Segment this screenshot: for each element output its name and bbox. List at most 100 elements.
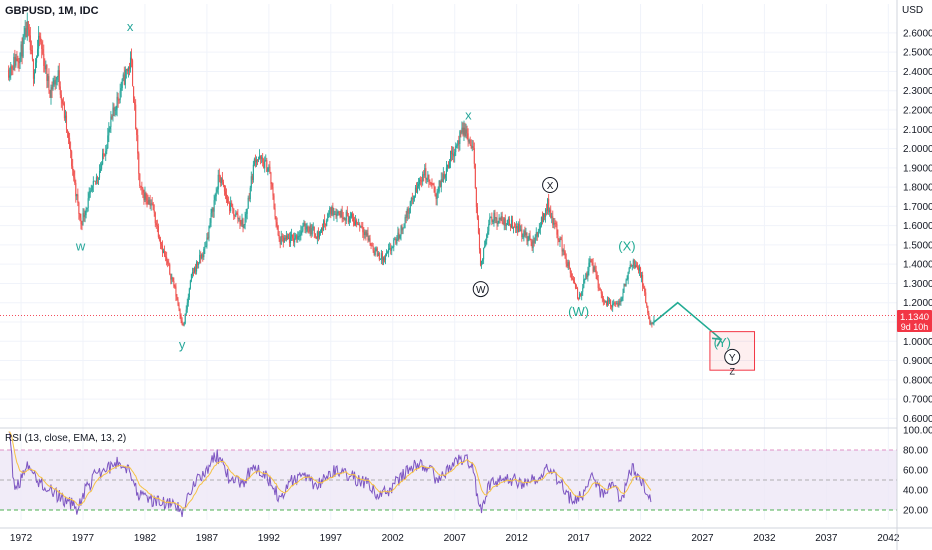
candle-body bbox=[32, 59, 35, 79]
candle-body bbox=[566, 263, 568, 267]
candle-body bbox=[56, 76, 58, 80]
candle-body bbox=[83, 213, 85, 217]
candle-body bbox=[551, 216, 553, 218]
candle-body bbox=[331, 207, 333, 215]
candle-body bbox=[78, 202, 80, 214]
candle-body bbox=[238, 218, 240, 220]
candle-body bbox=[475, 188, 477, 207]
candle-body bbox=[27, 21, 29, 30]
candle-body bbox=[541, 217, 544, 222]
candle-body bbox=[280, 236, 282, 245]
candle-body bbox=[12, 68, 14, 70]
candle-body bbox=[603, 300, 605, 302]
candle-body bbox=[115, 109, 117, 111]
wave-label-circle bbox=[472, 281, 489, 298]
candle-body bbox=[621, 297, 623, 300]
candle-body bbox=[279, 238, 281, 245]
candle-body bbox=[552, 216, 554, 225]
price-axis-tick: 1.3000 bbox=[903, 279, 932, 290]
candle-body bbox=[265, 160, 267, 161]
candle-body bbox=[144, 193, 146, 201]
candle-body bbox=[624, 283, 626, 286]
candle-body bbox=[35, 57, 38, 63]
candle-body bbox=[317, 231, 319, 238]
candle-body bbox=[33, 72, 36, 79]
candle-body bbox=[528, 235, 530, 241]
candle-body bbox=[439, 180, 441, 187]
candle-body bbox=[234, 215, 236, 217]
candle-body bbox=[504, 218, 506, 226]
wave-label: Z bbox=[729, 366, 735, 376]
candle-body bbox=[348, 217, 350, 223]
candle-body bbox=[575, 288, 578, 289]
candle-body bbox=[523, 230, 525, 237]
candle-body bbox=[74, 177, 76, 183]
candle-body bbox=[441, 179, 443, 182]
candle-body bbox=[567, 262, 569, 267]
candle-body bbox=[277, 225, 279, 236]
candle-body bbox=[335, 214, 337, 217]
rsi-panel[interactable] bbox=[0, 431, 897, 518]
candle-body bbox=[519, 223, 521, 232]
candle-body bbox=[373, 250, 375, 255]
candle-body bbox=[90, 190, 92, 192]
candle-body bbox=[514, 226, 516, 228]
candle-body bbox=[399, 235, 401, 238]
candle-body bbox=[113, 107, 115, 111]
candle-body bbox=[538, 228, 540, 232]
candle-body bbox=[623, 283, 625, 293]
candle-body bbox=[517, 226, 519, 233]
candle-body bbox=[288, 237, 291, 244]
candle-body bbox=[171, 277, 173, 280]
candle-body bbox=[592, 262, 594, 272]
time-axis-tick: 2037 bbox=[815, 533, 838, 544]
candle-body bbox=[248, 197, 250, 200]
time-axis-tick: 1977 bbox=[72, 533, 95, 544]
candle-body bbox=[315, 236, 317, 239]
candle-body bbox=[438, 180, 440, 192]
candle-body bbox=[469, 140, 471, 146]
candle-body bbox=[63, 103, 65, 119]
candle-body bbox=[457, 140, 459, 146]
candle-body bbox=[285, 235, 287, 240]
candle-body bbox=[518, 223, 520, 233]
candle-body bbox=[500, 216, 502, 220]
candle-body bbox=[424, 168, 426, 176]
candle-body bbox=[42, 48, 44, 54]
candle-body bbox=[193, 267, 196, 273]
candle-body bbox=[340, 210, 342, 217]
candle-body bbox=[231, 202, 233, 207]
candle-body bbox=[316, 231, 318, 239]
price-axis-tick: 0.9000 bbox=[903, 356, 932, 367]
price-axis-tick: 1.0000 bbox=[903, 337, 932, 348]
candle-body bbox=[646, 302, 648, 306]
candle-body bbox=[635, 265, 637, 267]
candle-body bbox=[582, 287, 584, 292]
candle-body bbox=[28, 29, 30, 36]
candle-body bbox=[478, 233, 481, 250]
price-axis-tick: 1.2000 bbox=[903, 298, 932, 309]
candle-body bbox=[384, 255, 387, 261]
candle-body bbox=[429, 181, 431, 184]
candle-body bbox=[123, 74, 125, 85]
rsi-axis-tick: 80.00 bbox=[903, 446, 928, 457]
candle-body bbox=[465, 129, 467, 136]
candle-body bbox=[66, 129, 69, 132]
candle-body bbox=[119, 90, 121, 100]
candle-body bbox=[230, 202, 232, 211]
price-axis-tick: 1.7000 bbox=[903, 202, 932, 213]
candle-body bbox=[242, 219, 244, 228]
candle-body bbox=[365, 231, 367, 236]
wave-label: (W) bbox=[568, 304, 589, 319]
candle-body bbox=[65, 115, 68, 130]
wave-label: (X) bbox=[618, 239, 635, 254]
candle-body bbox=[561, 239, 563, 252]
candle-body bbox=[167, 260, 169, 264]
candle-body bbox=[61, 99, 63, 104]
candle-body bbox=[342, 217, 344, 219]
candle-body bbox=[318, 232, 320, 238]
candle-body bbox=[326, 220, 328, 226]
candle-body bbox=[275, 216, 277, 223]
candle-body bbox=[112, 107, 114, 117]
